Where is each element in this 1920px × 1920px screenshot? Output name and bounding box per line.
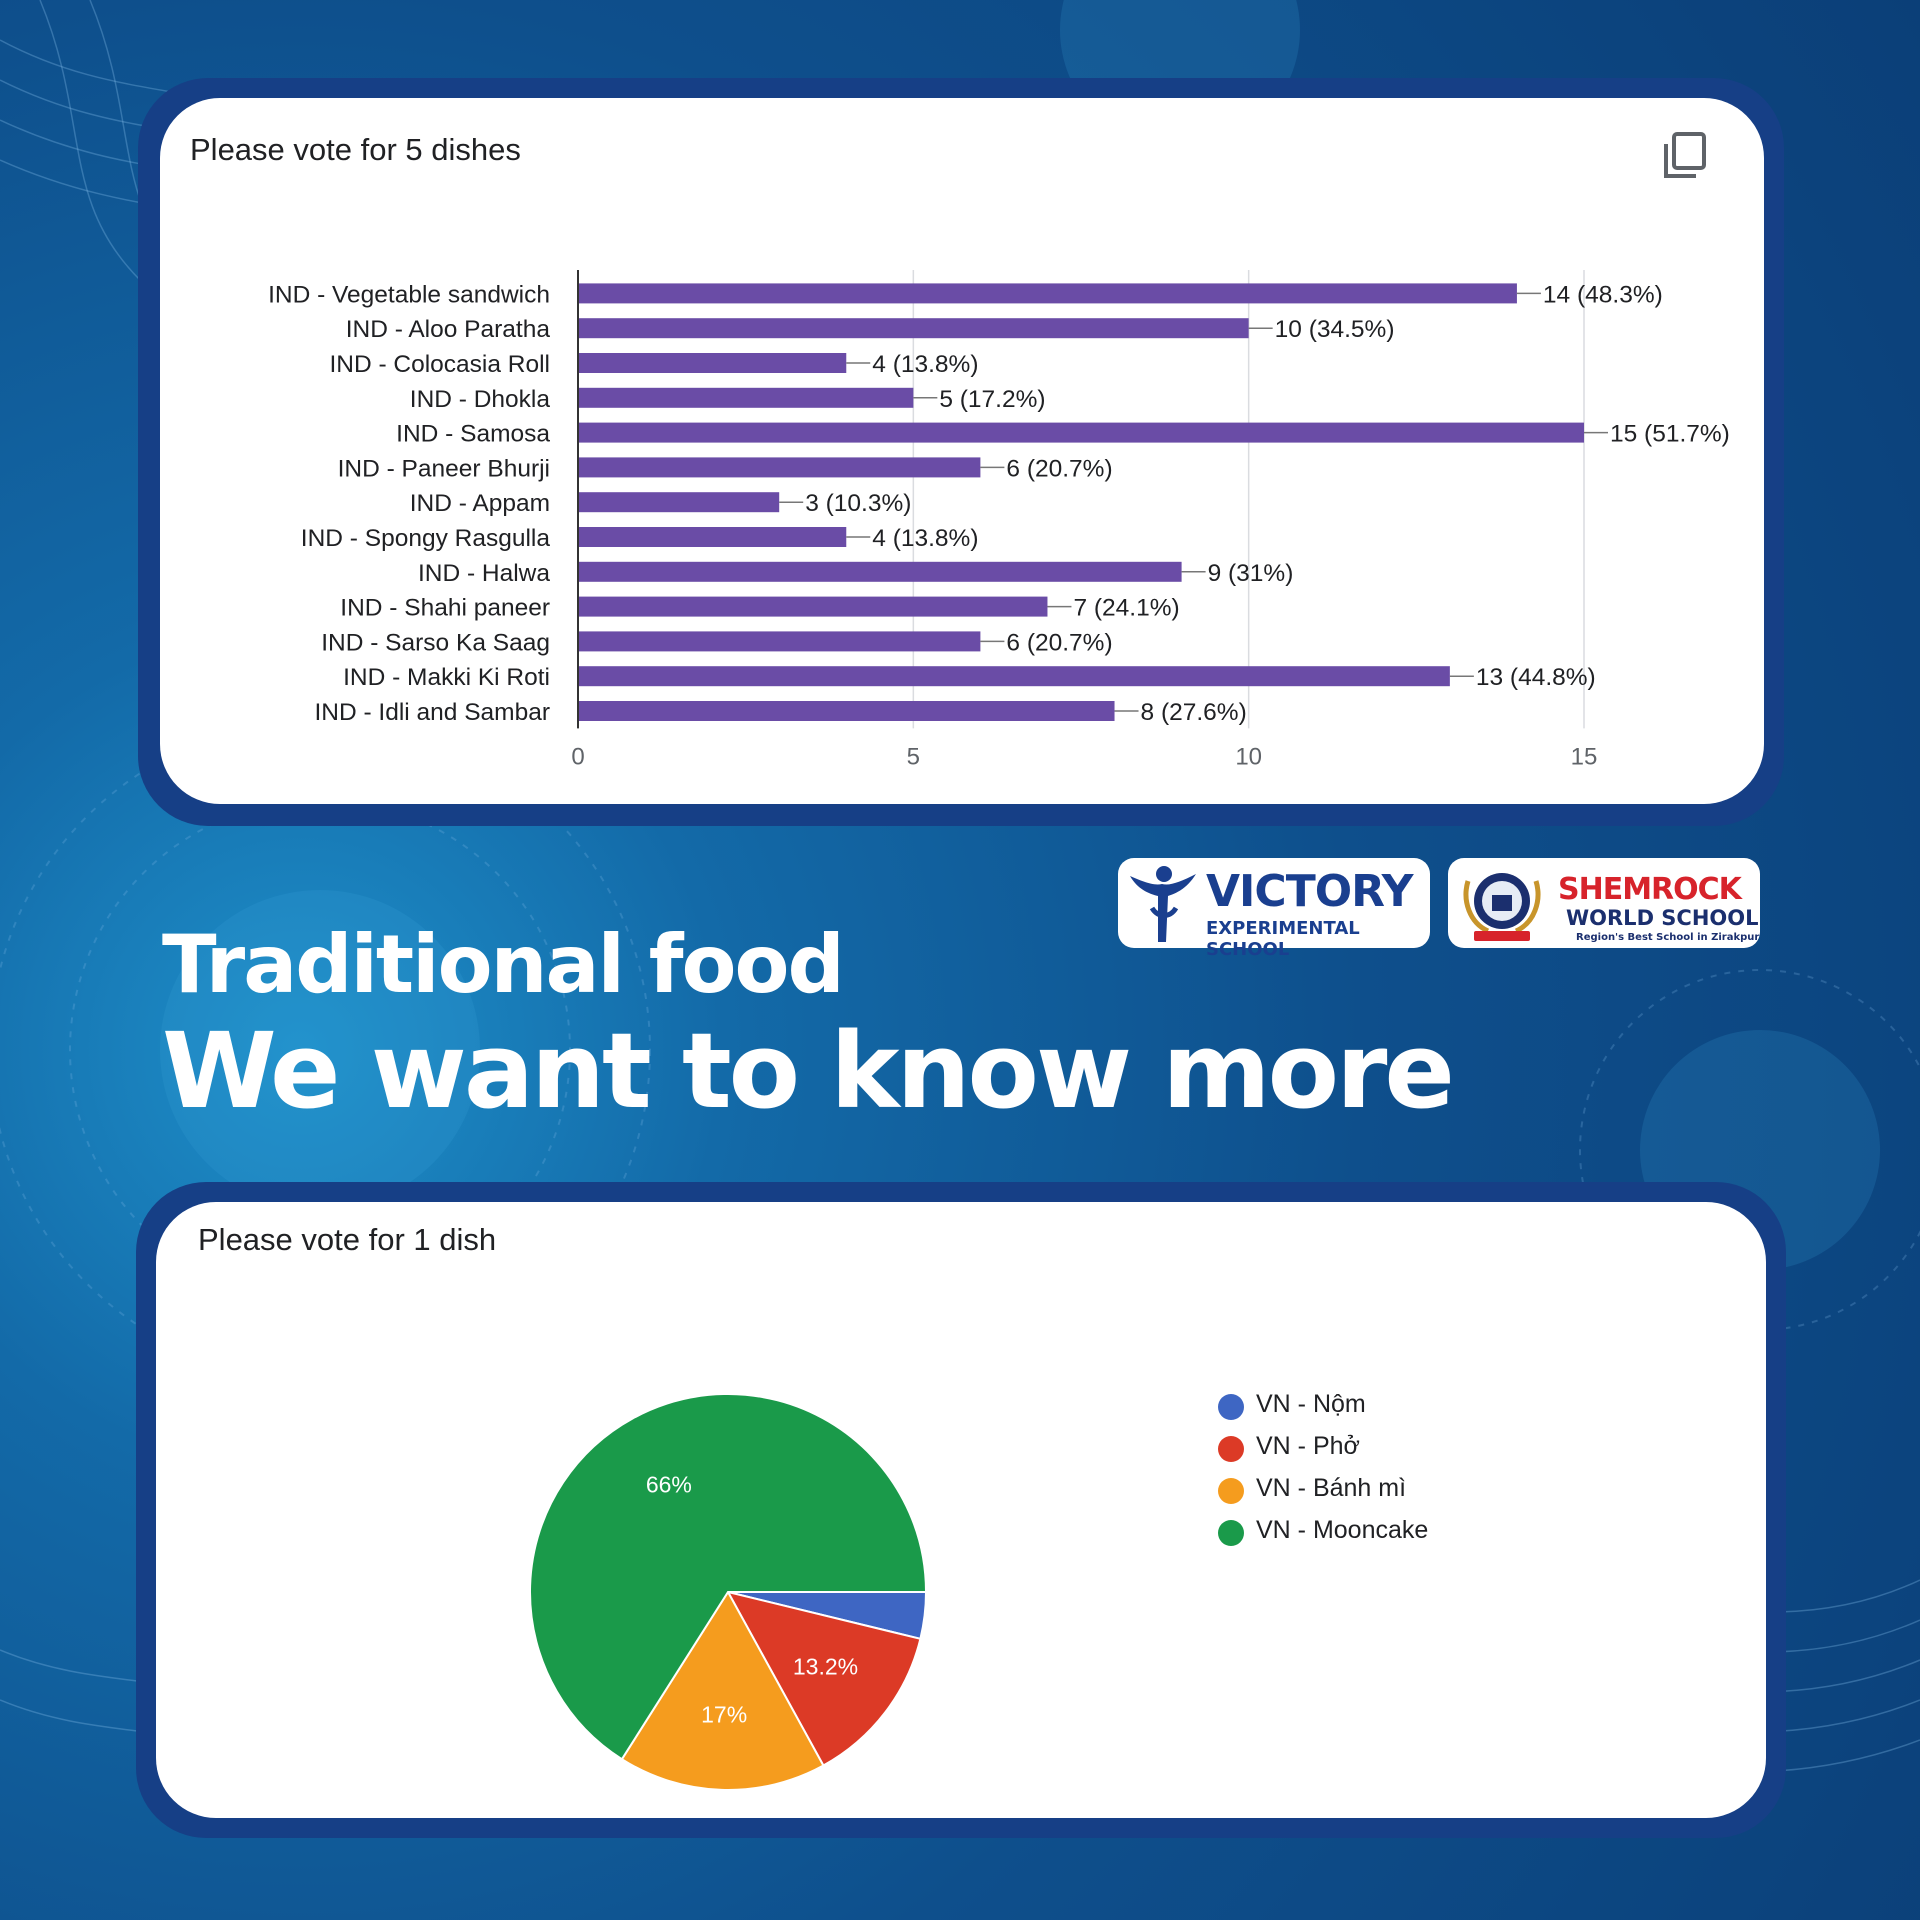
bar [579,387,914,408]
bar [579,631,981,652]
category-label: IND - Sarso Ka Saag [321,629,550,656]
bar [579,561,1182,582]
category-label: IND - Appam [410,490,550,517]
data-label: 3 (10.3%) [805,490,911,517]
slice-label: 66% [646,1471,692,1497]
legend-swatch [1218,1436,1244,1462]
category-label: IND - Halwa [418,560,550,587]
bar [579,527,847,547]
category-label: IND - Idli and Sambar [314,699,550,726]
bar [579,457,981,478]
category-label: IND - Aloo Paratha [346,316,551,343]
x-tick-label: 10 [1235,743,1262,770]
pie-slice [620,1590,825,1791]
pie-slice [726,1590,922,1767]
legend-label: VN - Phở [1256,1432,1360,1460]
victory-subtitle: EXPERIMENTAL SCHOOL [1206,918,1360,960]
bar-chart: 0 5 10 15 IND - Vegetable sandwich 14 (48.3%)… [268,270,1730,770]
bar [579,701,1115,721]
legend-label: VN - Mooncake [1256,1516,1429,1544]
data-label: 6 (20.7%) [1006,455,1112,482]
data-label: 7 (24.1%) [1073,595,1179,622]
bar-chart-title: Please vote for 5 dishes [190,132,521,167]
data-label: 8 (27.6%) [1141,699,1247,726]
category-label: IND - Samosa [396,421,550,448]
bar [579,318,1249,339]
pie-chart: 13.2% 17% 66% [529,1393,928,1791]
bar [579,492,780,513]
x-tick-label: 5 [907,743,920,770]
headline-we-want-to-know-more: We want to know more [162,1010,1455,1132]
x-tick-label: 0 [571,743,584,770]
legend-swatch [1218,1394,1244,1420]
legend-label: VN - Nộm [1256,1390,1366,1418]
data-label: 14 (48.3%) [1543,281,1663,308]
bar [579,353,847,373]
data-label: 15 (51.7%) [1610,421,1730,448]
data-label: 4 (13.8%) [872,525,978,552]
data-label: 6 (20.7%) [1006,629,1112,656]
category-label: IND - Paneer Bhurji [338,455,550,482]
shemrock-subtitle: WORLD SCHOOL [1566,906,1759,930]
legend-swatch [1218,1478,1244,1504]
category-label: IND - Shahi paneer [340,595,550,622]
bar [579,666,1450,687]
pie-chart-panel: Please vote for 1 dish 13.2% 17% 66% [156,1202,1766,1818]
victory-figure-icon [1130,866,1196,942]
victory-logo: VICTORY EXPERIMENTAL SCHOOL [1118,858,1430,960]
bar [579,596,1048,617]
category-label: IND - Makki Ki Roti [343,664,550,691]
slice-label: 13.2% [793,1654,858,1680]
legend-swatch [1218,1520,1244,1546]
data-label: 13 (44.8%) [1476,664,1596,691]
data-label: 9 (31%) [1208,560,1294,587]
category-label: IND - Colocasia Roll [329,351,550,378]
x-tick-label: 15 [1571,743,1598,770]
data-label: 10 (34.5%) [1275,316,1395,343]
copy-icon[interactable] [1662,132,1708,180]
category-label: IND - Spongy Rasgulla [301,525,551,552]
headline-traditional-food: Traditional food [162,918,845,1011]
bar [579,283,1517,304]
bar-chart-panel: Please vote for 5 dishes 0 5 10 15 IND - Veg… [160,98,1764,804]
data-label: 5 (17.2%) [939,386,1045,413]
shemrock-logo: SHEMROCK WORLD SCHOOL Region's Best Scho… [1448,858,1760,948]
slice-label: 17% [701,1702,747,1728]
shemrock-crest-icon [1463,873,1541,941]
pie-chart-title: Please vote for 1 dish [198,1222,497,1257]
victory-name: VICTORY [1206,866,1413,917]
legend-label: VN - Bánh mì [1256,1474,1407,1502]
data-label: 4 (13.8%) [872,351,978,378]
category-label: IND - Dhokla [410,386,551,413]
pie-slice [529,1393,928,1761]
shemrock-name: SHEMROCK [1558,872,1742,907]
shemrock-tagline: Region's Best School in Zirakpur [1576,932,1760,943]
category-label: IND - Vegetable sandwich [268,281,550,308]
bar [579,422,1584,443]
